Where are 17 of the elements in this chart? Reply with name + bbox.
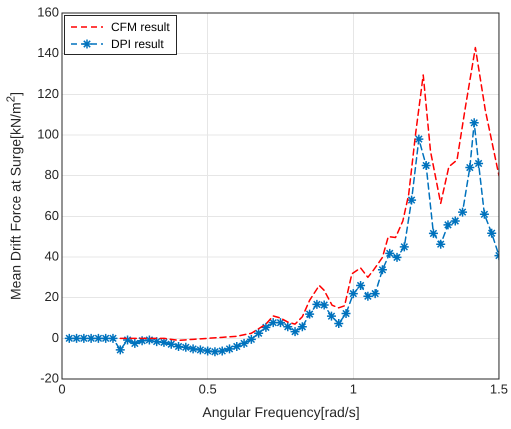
y-tick-label: 0 bbox=[52, 330, 59, 345]
x-tick-label: 1 bbox=[350, 381, 357, 396]
x-axis-title: Angular Frequency[rad/s] bbox=[201, 404, 361, 420]
y-tick-label: 100 bbox=[37, 126, 59, 142]
y-tick-label: 20 bbox=[44, 289, 59, 304]
y-tick-label: 40 bbox=[44, 248, 59, 264]
x-tick-label: 0.5 bbox=[198, 381, 217, 396]
y-tick-label: 80 bbox=[44, 167, 59, 182]
legend-label: CFM result bbox=[111, 20, 170, 34]
y-tick-label: 140 bbox=[37, 45, 59, 60]
x-tick-label: 1.5 bbox=[490, 381, 508, 396]
legend-label: DPI result bbox=[111, 36, 164, 50]
y-tick-label: -20 bbox=[40, 370, 59, 386]
y-tick-label: 60 bbox=[44, 208, 59, 223]
line-series bbox=[120, 46, 499, 342]
y-tick-label: 160 bbox=[37, 4, 59, 20]
y-tick-label: 120 bbox=[37, 86, 59, 101]
